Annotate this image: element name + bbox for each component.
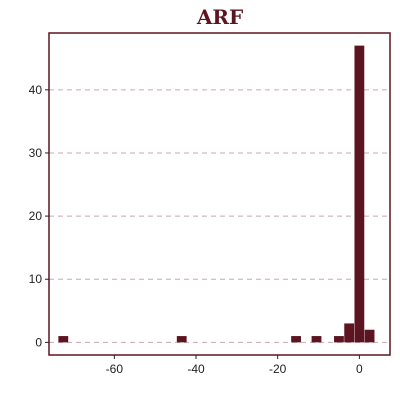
axis-ticks: 0 10 20 30 40 -60 -40 -20 0 <box>29 83 363 376</box>
x-tick-label: 0 <box>356 362 363 376</box>
x-tick-label: -40 <box>187 362 205 376</box>
histogram-bars <box>58 45 375 343</box>
histogram-bar <box>344 323 355 343</box>
histogram-bar <box>291 336 301 343</box>
grid-lines <box>49 89 390 343</box>
histogram-bar <box>364 329 375 343</box>
y-tick-label: 30 <box>29 146 43 160</box>
y-tick-label: 0 <box>35 335 42 349</box>
y-tick-label: 40 <box>29 83 43 97</box>
chart-title: ARF <box>196 5 243 29</box>
histogram-bar <box>58 336 69 343</box>
plot-frame <box>48 32 391 356</box>
x-tick-label: -60 <box>106 362 124 376</box>
histogram-bar <box>176 336 187 343</box>
y-tick-label: 20 <box>29 209 43 223</box>
histogram-bar <box>354 45 365 343</box>
histogram-bar <box>311 336 322 343</box>
histogram-bar <box>334 336 344 343</box>
x-tick-label: -20 <box>269 362 287 376</box>
y-tick-label: 10 <box>29 272 43 286</box>
